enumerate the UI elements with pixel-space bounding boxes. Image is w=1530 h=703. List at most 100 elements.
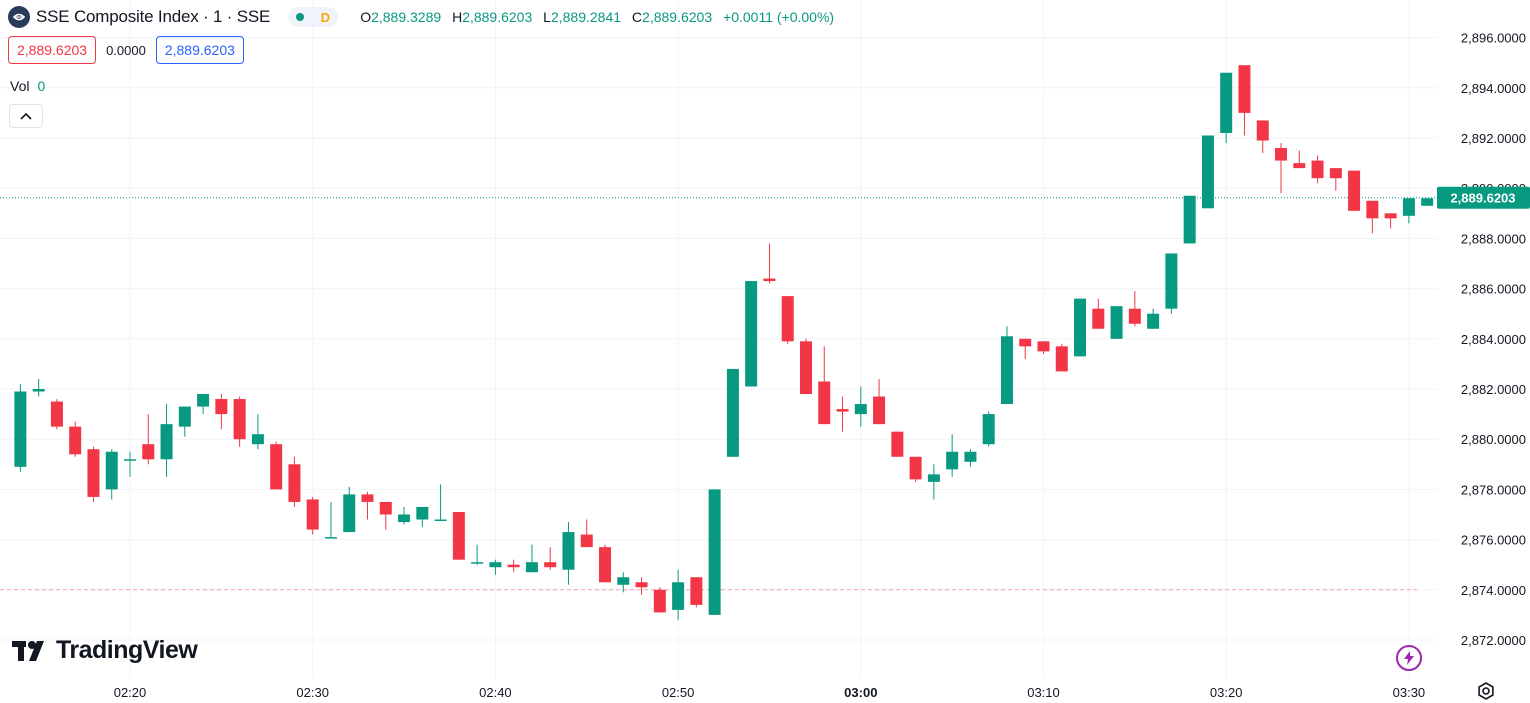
candle-body [1293,163,1306,169]
candle [1311,155,1324,184]
candle-body [927,474,940,482]
candle-body [1384,213,1397,219]
candle-body [672,582,685,610]
x-tick-label: 02:20 [114,685,147,700]
low-value: 2,889.2841 [550,9,622,25]
candle-body [964,451,977,462]
change-value: +0.0011 (+0.00%) [723,9,835,25]
market-status-pill[interactable]: D [288,7,339,27]
volume-legend: Vol 0 [10,78,45,94]
y-tick-label: 2,882.0000 [1461,382,1526,397]
candle [379,501,392,530]
candle [873,378,886,425]
candle [1329,168,1342,191]
y-tick-label: 2,880.0000 [1461,432,1526,447]
candle [1147,308,1160,329]
candle [964,449,977,467]
candle [251,414,264,450]
candle [781,296,794,344]
x-tick-label: 03:00 [844,685,877,700]
candle [452,511,465,560]
lightning-button[interactable] [1396,645,1422,671]
y-tick-label: 2,884.0000 [1461,332,1526,347]
spread-value: 0.0000 [106,42,146,58]
candle-body [562,532,575,570]
candle [1402,198,1415,224]
candle-body [617,577,630,585]
candle-body [178,406,191,427]
candle-body [1092,308,1105,329]
candle [14,383,27,472]
candle [726,368,739,457]
candle [1220,72,1233,144]
status-letter: D [320,9,331,25]
candle-body [270,444,283,490]
candle [489,559,502,575]
candle-body [507,564,520,568]
symbol-title[interactable]: SSE Composite Index · 1 · SSE [36,7,271,26]
candle [1019,338,1032,359]
y-tick-label: 2,896.0000 [1461,31,1526,46]
exchange-logo-icon[interactable] [8,6,30,28]
time-axis: 02:20 02:30 02:40 02:50 03:00 03:10 03:20 03:30 [114,685,1425,700]
candle-body [1238,65,1251,113]
candle-body [1055,346,1068,372]
candle-body [745,281,758,387]
tradingview-logo[interactable]: TradingView [12,636,198,665]
candle-body [452,511,465,560]
candle-body [1311,160,1324,179]
candle [909,456,922,482]
buy-button[interactable]: 2,889.6203 [155,36,244,64]
last-price-tag [1437,186,1530,209]
x-tick-label: 02:40 [479,685,512,700]
close-key: C [631,9,643,25]
candle [1293,150,1306,169]
candle-body [306,499,319,530]
candle [1421,198,1434,206]
candle [1275,143,1288,194]
collapse-button[interactable] [9,104,43,128]
high-key: H [452,9,463,25]
candle-body [1348,170,1361,211]
candle [580,519,593,548]
candle [50,399,63,430]
candle [1074,298,1087,357]
candle [1092,298,1105,329]
candle-body [799,341,812,395]
x-tick-label: 03:10 [1027,685,1060,700]
candle [233,396,246,447]
candle-body [1019,338,1032,347]
candle-body [251,434,264,445]
candle [288,456,301,507]
candle [635,577,648,595]
candle-body [781,296,794,342]
y-tick-label: 2,894.0000 [1461,81,1526,96]
candle [982,411,995,447]
candle [836,396,849,432]
sell-button[interactable]: 2,889.6203 [8,36,97,64]
candle [690,577,703,608]
candle [653,587,666,613]
candle [416,506,429,528]
candle-body [946,451,959,470]
candle-body [1183,195,1196,244]
candle-body [635,582,648,588]
candle-body [160,424,173,460]
candle [562,522,575,585]
candle-body [690,577,703,605]
candle [745,281,758,387]
candle [927,464,940,500]
candle [1384,213,1397,229]
settings-icon[interactable] [1476,681,1496,701]
candle-body [87,449,100,497]
candle-body [288,464,301,502]
candle-body [233,399,246,440]
candle [124,451,136,477]
candle-body [197,394,210,407]
candle [617,572,630,593]
candle [105,449,118,500]
candle-body [32,389,45,392]
candle-body [525,562,538,573]
candle [270,441,283,490]
